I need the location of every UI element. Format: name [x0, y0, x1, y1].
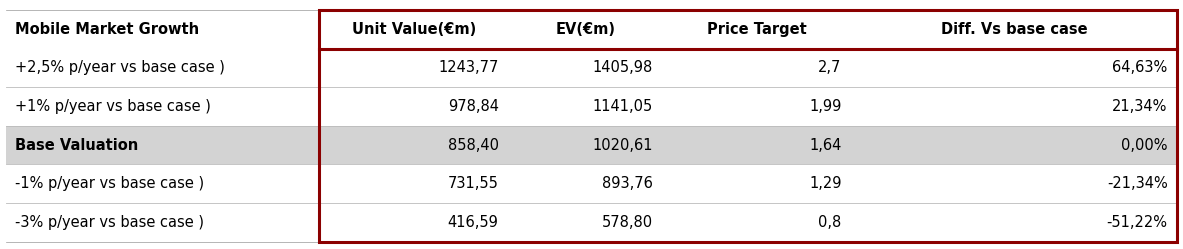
- Text: 1,99: 1,99: [809, 99, 842, 114]
- Bar: [6, 126, 1177, 164]
- Bar: [319, 10, 1177, 242]
- Text: 1405,98: 1405,98: [593, 60, 653, 75]
- Text: -3% p/year vs base case ): -3% p/year vs base case ): [15, 215, 205, 230]
- Text: Price Target: Price Target: [707, 22, 807, 37]
- Text: 21,34%: 21,34%: [1112, 99, 1168, 114]
- Text: +1% p/year vs base case ): +1% p/year vs base case ): [15, 99, 212, 114]
- Text: 1141,05: 1141,05: [593, 99, 653, 114]
- Text: 858,40: 858,40: [447, 137, 499, 153]
- Text: 416,59: 416,59: [447, 215, 499, 230]
- Text: 1,29: 1,29: [809, 176, 842, 191]
- Text: 578,80: 578,80: [602, 215, 653, 230]
- Text: -21,34%: -21,34%: [1107, 176, 1168, 191]
- Text: Base Valuation: Base Valuation: [15, 137, 138, 153]
- Text: 1243,77: 1243,77: [438, 60, 499, 75]
- Text: Mobile Market Growth: Mobile Market Growth: [15, 22, 200, 37]
- Text: 64,63%: 64,63%: [1112, 60, 1168, 75]
- Text: +2,5% p/year vs base case ): +2,5% p/year vs base case ): [15, 60, 225, 75]
- Text: 0,8: 0,8: [819, 215, 842, 230]
- Text: 1,64: 1,64: [809, 137, 842, 153]
- Text: 0,00%: 0,00%: [1121, 137, 1168, 153]
- Text: -51,22%: -51,22%: [1106, 215, 1168, 230]
- Text: EV(€m): EV(€m): [555, 22, 615, 37]
- Text: Unit Value(€m): Unit Value(€m): [351, 22, 476, 37]
- Text: 2,7: 2,7: [819, 60, 842, 75]
- Text: Diff. Vs base case: Diff. Vs base case: [940, 22, 1087, 37]
- Text: 893,76: 893,76: [602, 176, 653, 191]
- Text: -1% p/year vs base case ): -1% p/year vs base case ): [15, 176, 205, 191]
- Text: 731,55: 731,55: [447, 176, 499, 191]
- Text: 1020,61: 1020,61: [593, 137, 653, 153]
- Text: 978,84: 978,84: [447, 99, 499, 114]
